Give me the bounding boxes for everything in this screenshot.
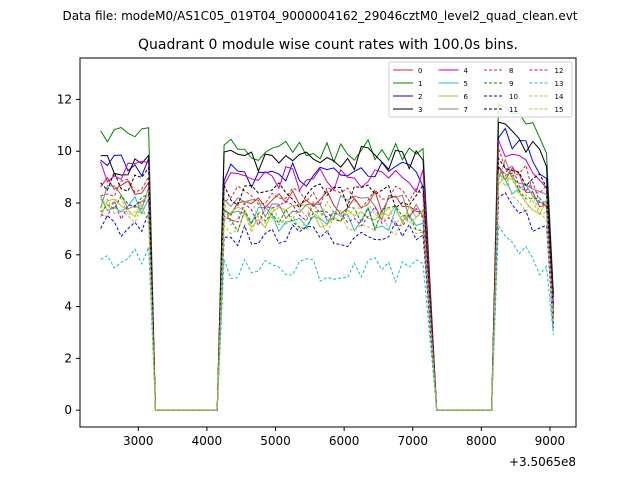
x-axis: 3000 4000 5000 6000 7000 8000 9000 [123,427,565,448]
chart-title: Quadrant 0 module wise count rates with … [138,37,518,53]
legend-label-8: 8 [509,67,513,75]
legend-label-4: 4 [464,67,469,75]
y-axis: 0 2 4 6 8 10 12 [57,92,80,417]
y-tick-label: 12 [57,92,72,106]
legend-frame [388,61,573,118]
plot-frame [79,57,577,428]
legend-label-12: 12 [555,67,564,75]
y-tick-label: 10 [57,144,72,158]
legend-label-5: 5 [464,80,468,88]
x-tick-label: 8000 [466,434,497,448]
legend-label-6: 6 [464,93,469,101]
legend-label-2: 2 [418,93,422,101]
legend-label-10: 10 [509,93,518,101]
legend-label-1: 1 [418,80,422,88]
y-tick-label: 0 [64,403,72,417]
x-tick-label: 9000 [535,434,566,448]
y-tick-label: 6 [64,248,72,262]
series-line-14 [100,172,554,411]
x-axis-offset-label: +3.5065e8 [509,455,576,469]
legend-label-11: 11 [509,106,518,114]
y-tick-label: 2 [64,351,72,365]
x-tick-label: 4000 [192,434,223,448]
legend-label-9: 9 [509,80,513,88]
x-tick-label: 5000 [260,434,291,448]
x-tick-label: 3000 [123,434,154,448]
y-tick-label: 4 [64,300,72,314]
legend-label-15: 15 [555,106,564,114]
x-tick-label: 7000 [397,434,428,448]
figure-suptitle: Data file: modeM0/AS1C05_019T04_90000041… [62,9,577,23]
legend-label-7: 7 [464,106,468,114]
series-layer [100,103,554,411]
legend-label-0: 0 [418,67,422,75]
series-line-15 [100,170,554,411]
legend-label-13: 13 [555,80,564,88]
legend-label-3: 3 [418,106,422,114]
x-tick-label: 6000 [329,434,360,448]
legend-label-14: 14 [555,93,564,101]
y-tick-label: 8 [64,196,72,210]
